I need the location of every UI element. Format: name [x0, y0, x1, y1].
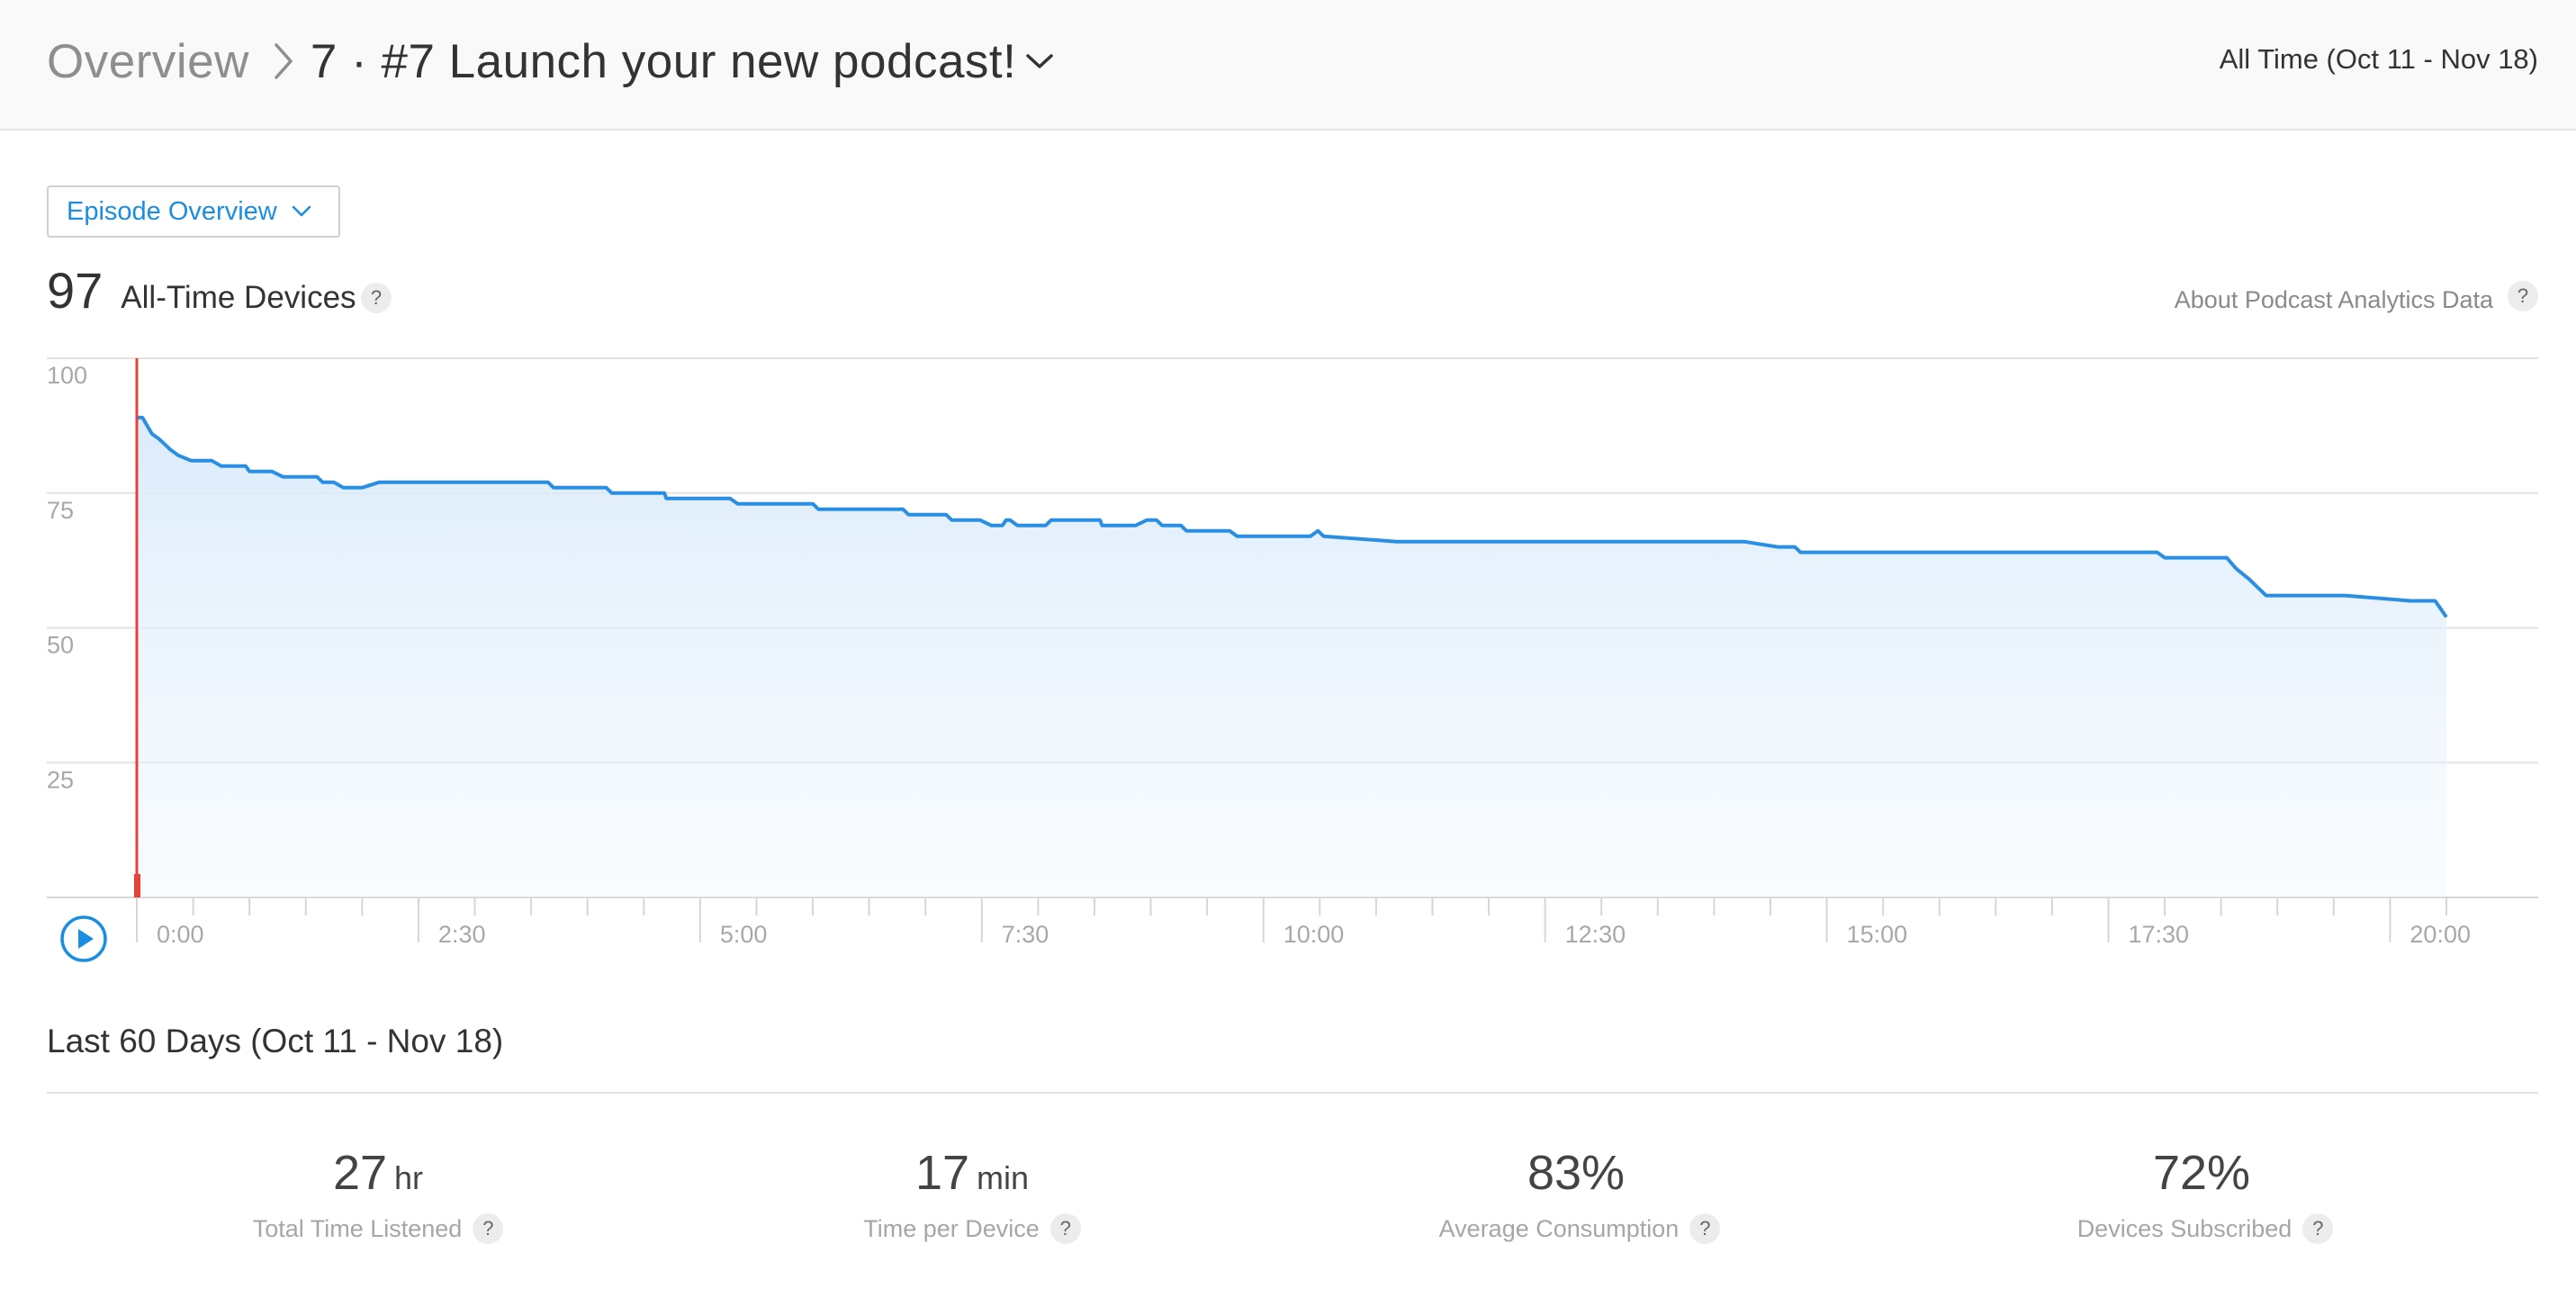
metric-value: 72%	[2152, 1146, 2251, 1200]
x-tick-label: 17:30	[2128, 921, 2189, 948]
retention-chart: 100 75 50 25 0:00 2:30 5:00 7:30 10:00 12:30 15:00…	[0, 351, 2576, 963]
summary-title: Last 60 Days (Oct 11 - Nov 18)	[47, 1023, 504, 1059]
breadcrumb: Overview 7 · #7 Launch your new podcast!	[47, 31, 1054, 92]
all-time-devices-value: 97	[47, 262, 104, 319]
help-icon[interactable]: ?	[1049, 1213, 1081, 1244]
metric-label: Average Consumption	[1438, 1214, 1680, 1242]
x-tick-label: 12:30	[1565, 921, 1626, 948]
x-tick-label: 5:00	[720, 921, 768, 948]
about-analytics-link[interactable]: About Podcast Analytics Data	[2174, 286, 2493, 313]
metric-total-time-listened: 27 hr Total Time Listened ?	[63, 1145, 693, 1244]
metric-devices-subscribed: 72% Devices Subscribed ?	[1890, 1145, 2520, 1244]
x-tick-label: 0:00	[157, 921, 204, 948]
retention-chart-svg: 100 75 50 25 0:00 2:30 5:00 7:30 10:00 12:30 15:00…	[47, 357, 2538, 948]
metric-label: Total Time Listened	[252, 1214, 463, 1242]
metric-unit: min	[977, 1159, 1030, 1196]
x-tick-label: 7:30	[1002, 921, 1049, 948]
chevron-down-icon	[292, 205, 311, 218]
metric-value: 83%	[1527, 1146, 1626, 1200]
y-tick-label: 50	[47, 632, 74, 659]
chevron-right-icon	[273, 41, 294, 81]
metric-label: Time per Device	[863, 1214, 1040, 1242]
episode-view-dropdown[interactable]: Episode Overview	[47, 185, 340, 238]
x-tick-label: 20:00	[2409, 921, 2471, 948]
retention-line	[137, 415, 2448, 618]
metric-value: 17	[914, 1146, 970, 1200]
x-tick-label: 15:00	[1847, 921, 1908, 948]
metric-unit: hr	[394, 1159, 424, 1196]
metric-label: Devices Subscribed	[2076, 1214, 2292, 1242]
all-time-devices-label: All-Time Devices	[121, 280, 356, 315]
help-icon[interactable]: ?	[2508, 281, 2538, 311]
help-icon[interactable]: ?	[1689, 1213, 1721, 1244]
retention-area	[137, 417, 2446, 897]
episode-title: 7 · #7 Launch your new podcast!	[310, 34, 1017, 88]
metric-value: 27	[332, 1146, 388, 1200]
metric-time-per-device: 17 min Time per Device ?	[657, 1145, 1287, 1244]
page-header: Overview 7 · #7 Launch your new podcast!…	[0, 0, 2576, 131]
episode-view-dropdown-label: Episode Overview	[67, 196, 277, 226]
help-icon[interactable]: ?	[473, 1213, 504, 1244]
all-time-devices-stat: 97 All-Time Devices	[47, 261, 356, 326]
help-icon[interactable]: ?	[2302, 1213, 2334, 1244]
x-tick-label: 2:30	[438, 921, 486, 948]
chevron-down-icon[interactable]	[1025, 52, 1054, 70]
y-tick-label: 75	[47, 497, 74, 524]
y-tick-label: 25	[47, 766, 74, 793]
play-icon[interactable]	[59, 915, 108, 963]
playhead-handle	[134, 874, 140, 897]
breadcrumb-overview-link[interactable]: Overview	[47, 34, 249, 88]
metric-average-consumption: 83% Average Consumption ?	[1265, 1145, 1895, 1244]
y-tick-label: 100	[47, 362, 87, 389]
date-range-selector[interactable]: All Time (Oct 11 - Nov 18)	[2219, 43, 2538, 75]
x-tick-label: 10:00	[1283, 921, 1345, 948]
divider	[47, 1092, 2538, 1094]
help-icon[interactable]: ?	[361, 283, 392, 313]
